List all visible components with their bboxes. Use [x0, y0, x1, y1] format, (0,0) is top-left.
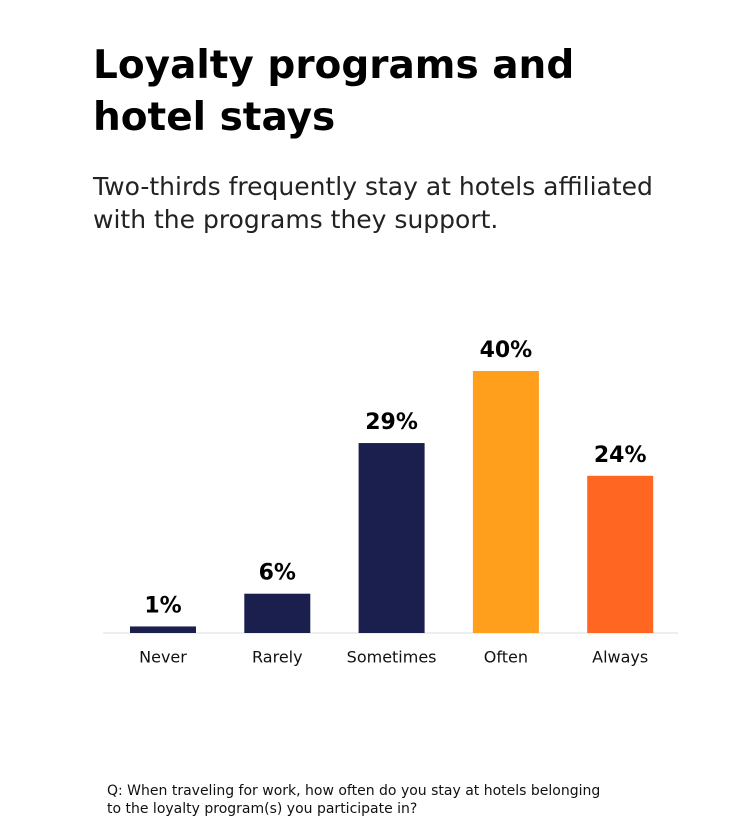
value-label: 24%: [594, 443, 647, 468]
value-label: 6%: [259, 561, 296, 586]
bar: [472, 371, 539, 633]
bar: [130, 626, 196, 633]
x-tick-label: Rarely: [252, 648, 303, 667]
footnote: Q: When traveling for work, how often do…: [107, 783, 601, 817]
x-tick-label: Sometimes: [347, 648, 437, 667]
value-label: 40%: [480, 338, 533, 363]
chart: 1% Never 6% Rarely 29% Sometimes 40% Often 24% Al…: [103, 338, 678, 667]
value-label: 1%: [144, 593, 181, 618]
value-label: 29%: [365, 410, 418, 435]
x-tick-label: Always: [592, 648, 648, 667]
bar: [244, 593, 311, 633]
chart-title: Loyalty programs and hotel stays: [93, 43, 575, 140]
bar: [358, 443, 425, 633]
bar: [587, 475, 654, 633]
chart-subtitle: Two-thirds frequently stay at hotels aff…: [93, 172, 653, 234]
x-tick-label: Often: [484, 648, 528, 667]
x-tick-label: Never: [139, 648, 187, 667]
